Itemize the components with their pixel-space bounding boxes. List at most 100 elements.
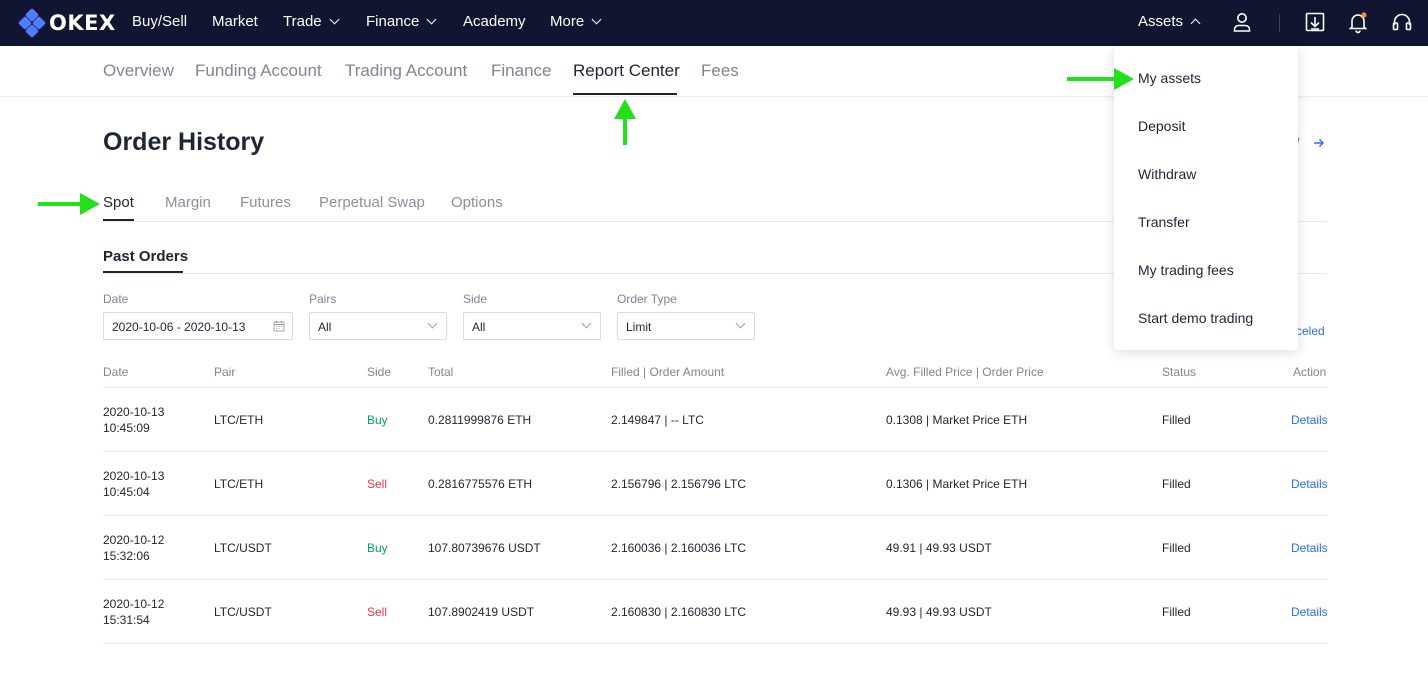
top-navigation-bar: OKEX Buy/Sell Market Trade Finance Acade… [0, 0, 1428, 46]
calendar-icon [273, 320, 285, 332]
hide-canceled-link[interactable]: celed [1296, 324, 1325, 338]
tab-options[interactable]: Options [451, 194, 503, 211]
menu-item-my-trading-fees[interactable]: My trading fees [1138, 262, 1234, 278]
menu-item-start-demo-trading[interactable]: Start demo trading [1138, 310, 1254, 326]
past-orders-tab[interactable]: Past Orders [103, 248, 189, 265]
row-date: 2020-10-12 15:32:06 [103, 532, 164, 564]
order-type-select[interactable]: Limit [617, 312, 755, 340]
column-header-date: Date [103, 365, 129, 379]
row-total: 107.80739676 USDT [428, 541, 541, 555]
nav-more[interactable]: More [550, 13, 602, 30]
date-filter-label: Date [103, 292, 129, 306]
row-status: Filled [1162, 605, 1191, 619]
chevron-down-icon [426, 14, 437, 24]
row-date-day: 2020-10-13 [103, 469, 165, 483]
tab-margin[interactable]: Margin [165, 194, 211, 211]
row-side: Sell [367, 477, 388, 491]
nav-buy-sell[interactable]: Buy/Sell [132, 13, 187, 30]
nav-finance[interactable]: Finance [366, 13, 437, 30]
nav-finance-label: Finance [366, 13, 420, 30]
nav-market[interactable]: Market [212, 13, 258, 30]
nav-more-label: More [550, 13, 585, 30]
row-side: Buy [367, 413, 388, 427]
menu-item-transfer[interactable]: Transfer [1138, 214, 1190, 230]
row-pair: LTC/ETH [214, 477, 264, 491]
tab-funding-account[interactable]: Funding Account [195, 61, 322, 80]
column-header-action: Action [1293, 365, 1327, 379]
column-header-status: Status [1162, 365, 1197, 379]
tab-spot[interactable]: Spot [103, 194, 134, 211]
tab-perpetual-swap[interactable]: Perpetual Swap [319, 194, 425, 211]
pairs-select-value: All [318, 320, 332, 334]
row-date: 2020-10-13 10:45:09 [103, 404, 164, 436]
details-link[interactable]: Details [1291, 477, 1328, 491]
row-date: 2020-10-13 10:45:04 [103, 468, 164, 500]
nav-buy-sell-label: Buy/Sell [132, 13, 188, 30]
headset-icon[interactable] [1390, 10, 1414, 34]
tab-fees[interactable]: Fees [701, 61, 739, 80]
row-filled: 2.149847 | -- LTC [611, 413, 704, 427]
okex-logo-icon [17, 7, 47, 39]
row-price: 0.1306 | Market Price ETH [886, 477, 1028, 491]
menu-item-deposit[interactable]: Deposit [1138, 118, 1186, 134]
details-link[interactable]: Details [1291, 413, 1328, 427]
logo-text: OKEX [49, 11, 116, 35]
row-filled: 2.156796 | 2.156796 LTC [611, 477, 746, 491]
annotation-arrow-up-icon [614, 99, 636, 145]
nav-assets[interactable]: Assets [1138, 13, 1201, 30]
okex-logo[interactable]: OKEX [17, 7, 116, 39]
row-price: 0.1308 | Market Price ETH [886, 413, 1028, 427]
row-side: Sell [367, 605, 388, 619]
row-date-time: 15:31:54 [103, 613, 150, 627]
details-link[interactable]: Details [1291, 605, 1328, 619]
row-date-day: 2020-10-12 [103, 533, 165, 547]
order-type-select-value: Limit [626, 320, 652, 334]
details-link[interactable]: Details [1291, 541, 1328, 555]
date-range-picker[interactable]: 2020-10-06 - 2020-10-13 [103, 312, 293, 340]
column-header-filled: Filled | Order Amount [611, 365, 725, 379]
assets-dropdown-menu: My assets Deposit Withdraw Transfer My t… [1114, 46, 1298, 350]
tab-futures[interactable]: Futures [240, 194, 291, 211]
annotation-arrow-right-icon [1067, 68, 1134, 90]
nav-market-label: Market [212, 13, 258, 30]
tab-trading-account[interactable]: Trading Account [345, 61, 468, 80]
row-price: 49.93 | 49.93 USDT [886, 605, 992, 619]
divider [103, 451, 1327, 452]
side-select-value: All [472, 320, 486, 334]
download-icon[interactable] [1303, 10, 1327, 34]
menu-item-withdraw[interactable]: Withdraw [1138, 166, 1197, 182]
arrow-right-icon[interactable] [1312, 136, 1326, 150]
active-tab-indicator [103, 219, 134, 221]
date-range-value: 2020-10-06 - 2020-10-13 [112, 320, 246, 334]
row-pair: LTC/USDT [214, 541, 272, 555]
nav-academy[interactable]: Academy [463, 13, 526, 30]
chevron-up-icon [1190, 18, 1201, 28]
side-select[interactable]: All [463, 312, 601, 340]
nav-academy-label: Academy [463, 13, 526, 30]
tab-overview[interactable]: Overview [103, 61, 174, 80]
bell-icon[interactable] [1346, 10, 1370, 34]
row-pair: LTC/USDT [214, 605, 272, 619]
tab-finance[interactable]: Finance [491, 61, 552, 80]
chevron-down-icon [735, 318, 746, 329]
order-type-filter-label: Order Type [617, 292, 677, 306]
pairs-select[interactable]: All [309, 312, 447, 340]
side-filter-label: Side [463, 292, 488, 306]
nav-trade-label: Trade [283, 13, 322, 30]
row-date-time: 10:45:09 [103, 421, 150, 435]
chevron-down-icon [427, 318, 438, 329]
row-total: 0.2816775576 ETH [428, 477, 533, 491]
annotation-arrow-right-icon [38, 193, 100, 215]
nav-trade[interactable]: Trade [283, 13, 340, 30]
tab-report-center[interactable]: Report Center [573, 61, 680, 80]
menu-item-my-assets[interactable]: My assets [1138, 70, 1202, 86]
row-date: 2020-10-12 15:31:54 [103, 596, 164, 628]
row-pair: LTC/ETH [214, 413, 264, 427]
user-icon[interactable] [1230, 10, 1254, 34]
page-title: Order History [103, 128, 265, 156]
divider [103, 579, 1327, 580]
row-filled: 2.160036 | 2.160036 LTC [611, 541, 746, 555]
row-price: 49.91 | 49.93 USDT [886, 541, 992, 555]
row-side: Buy [367, 541, 388, 555]
row-date-time: 10:45:04 [103, 485, 150, 499]
